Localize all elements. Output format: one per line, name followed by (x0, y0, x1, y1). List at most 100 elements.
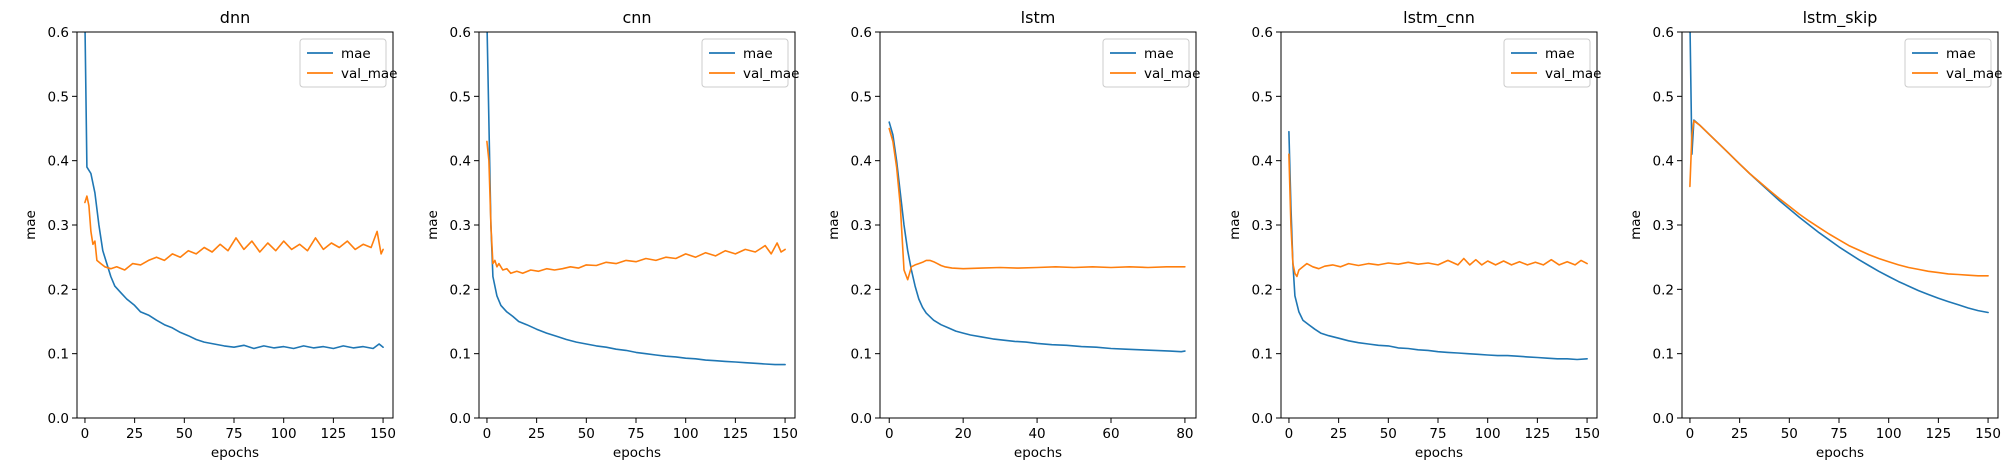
x-tick-label: 0 (81, 426, 90, 442)
y-tick-label: 0.3 (851, 218, 872, 234)
y-tick-label: 0.6 (48, 25, 69, 41)
y-tick-label: 0.5 (851, 89, 872, 105)
x-axis-label: epochs (211, 445, 259, 461)
legend-label-val_mae: val_mae (1946, 66, 2003, 82)
chart-title: cnn (622, 8, 651, 27)
x-tick-label: 100 (1475, 426, 1501, 442)
y-tick-label: 0.2 (48, 282, 69, 298)
y-axis-label: mae (826, 210, 842, 240)
y-tick-label: 0.4 (1252, 154, 1273, 170)
chart-panel-dnn: 0 25 50 75 100 125 150 0.0 0.1 0.2 0.3 0.4 0.5 0.6 dnn… (23, 8, 398, 461)
y-tick-label: 0.2 (450, 282, 471, 298)
plot-frame (478, 31, 796, 419)
chart-title: lstm_skip (1803, 8, 1878, 28)
plot-frame (76, 31, 394, 419)
x-axis-label: epochs (1014, 445, 1062, 461)
y-tick-label: 0.5 (1252, 89, 1273, 105)
plot-frame (1280, 31, 1598, 419)
chart-panel-cnn: 0 25 50 75 100 125 150 0.0 0.1 0.2 0.3 0.4 0.5 0.6 cnn… (425, 8, 800, 461)
y-tick-label: 0.4 (48, 154, 69, 170)
legend: mae val_mae (1102, 38, 1201, 88)
y-tick-label: 0.6 (1252, 25, 1273, 41)
series-line-val_mae (84, 195, 384, 271)
y-tick-label: 0.0 (851, 411, 872, 427)
legend-box (1904, 38, 1992, 88)
series-line-val_mae (1288, 153, 1588, 278)
legend: mae val_mae (1904, 38, 2003, 88)
legend-label-val_mae: val_mae (743, 66, 800, 82)
series-line-mae (486, 32, 786, 366)
x-tick-label: 20 (955, 426, 972, 442)
series-line-mae (1288, 130, 1588, 361)
chart-panel-lstm_cnn: 0 25 50 75 100 125 150 0.0 0.1 0.2 0.3 0.4 0.5 0.6 lst… (1227, 8, 1602, 461)
x-tick-label: 75 (1830, 426, 1847, 442)
x-tick-label: 25 (1731, 426, 1748, 442)
legend: mae val_mae (701, 38, 800, 88)
x-tick-label: 125 (1524, 426, 1550, 442)
legend-label-val_mae: val_mae (1545, 66, 1602, 82)
y-axis-label: mae (23, 210, 39, 240)
x-tick-label: 25 (126, 426, 143, 442)
series-line-val_mae (1689, 120, 1989, 277)
x-tick-label: 125 (1925, 426, 1951, 442)
x-tick-label: 25 (528, 426, 545, 442)
series-line-val_mae (888, 127, 1186, 281)
x-tick-label: 0 (483, 426, 492, 442)
x-tick-label: 125 (722, 426, 748, 442)
y-tick-label: 0.1 (1252, 347, 1273, 363)
legend-box (299, 38, 387, 88)
legend-box (1503, 38, 1591, 88)
plot-frame (879, 31, 1197, 419)
x-tick-label: 150 (370, 426, 396, 442)
y-tick-label: 0.3 (1653, 218, 1674, 234)
x-tick-label: 50 (1781, 426, 1798, 442)
chart-title: lstm (1021, 8, 1056, 27)
x-tick-label: 75 (225, 426, 242, 442)
x-tick-label: 100 (1876, 426, 1902, 442)
y-tick-label: 0.2 (1653, 282, 1674, 298)
x-tick-label: 40 (1028, 426, 1045, 442)
legend-label-mae: mae (341, 46, 371, 62)
y-tick-label: 0.1 (1653, 347, 1674, 363)
x-tick-label: 100 (673, 426, 699, 442)
y-tick-label: 0.1 (851, 347, 872, 363)
plot-frame (1681, 31, 1999, 419)
chart-panel-lstm_skip: 0 25 50 75 100 125 150 0.0 0.1 0.2 0.3 0.4 0.5 0.6 lst… (1628, 8, 2003, 461)
y-tick-label: 0.0 (450, 411, 471, 427)
y-tick-label: 0.4 (1653, 154, 1674, 170)
legend-box (701, 38, 789, 88)
series-line-mae (888, 121, 1186, 353)
chart-title: dnn (220, 8, 250, 27)
y-tick-label: 0.3 (1252, 218, 1273, 234)
x-axis-label: epochs (1415, 445, 1463, 461)
x-tick-label: 80 (1176, 426, 1193, 442)
y-tick-label: 0.3 (48, 218, 69, 234)
y-tick-label: 0.0 (1653, 411, 1674, 427)
legend: mae val_mae (1503, 38, 1602, 88)
series-line-val_mae (486, 140, 786, 275)
y-tick-label: 0.2 (851, 282, 872, 298)
x-tick-label: 0 (1285, 426, 1294, 442)
legend-label-val_mae: val_mae (1144, 66, 1201, 82)
x-axis-label: epochs (613, 445, 661, 461)
y-tick-label: 0.6 (450, 25, 471, 41)
legend: mae val_mae (299, 38, 398, 88)
y-axis-label: mae (1227, 210, 1243, 240)
y-tick-label: 0.5 (450, 89, 471, 105)
y-tick-label: 0.1 (450, 347, 471, 363)
x-tick-label: 150 (772, 426, 798, 442)
chart-title: lstm_cnn (1403, 8, 1475, 28)
y-tick-label: 0.1 (48, 347, 69, 363)
y-tick-label: 0.2 (1252, 282, 1273, 298)
y-tick-label: 0.0 (1252, 411, 1273, 427)
y-tick-label: 0.0 (48, 411, 69, 427)
y-tick-label: 0.4 (851, 154, 872, 170)
x-axis-label: epochs (1816, 445, 1864, 461)
x-tick-label: 50 (1380, 426, 1397, 442)
x-tick-label: 125 (320, 426, 346, 442)
series-line-mae (84, 32, 384, 350)
y-tick-label: 0.4 (450, 154, 471, 170)
x-tick-label: 60 (1102, 426, 1119, 442)
legend-label-mae: mae (1144, 46, 1174, 62)
y-tick-label: 0.6 (851, 25, 872, 41)
